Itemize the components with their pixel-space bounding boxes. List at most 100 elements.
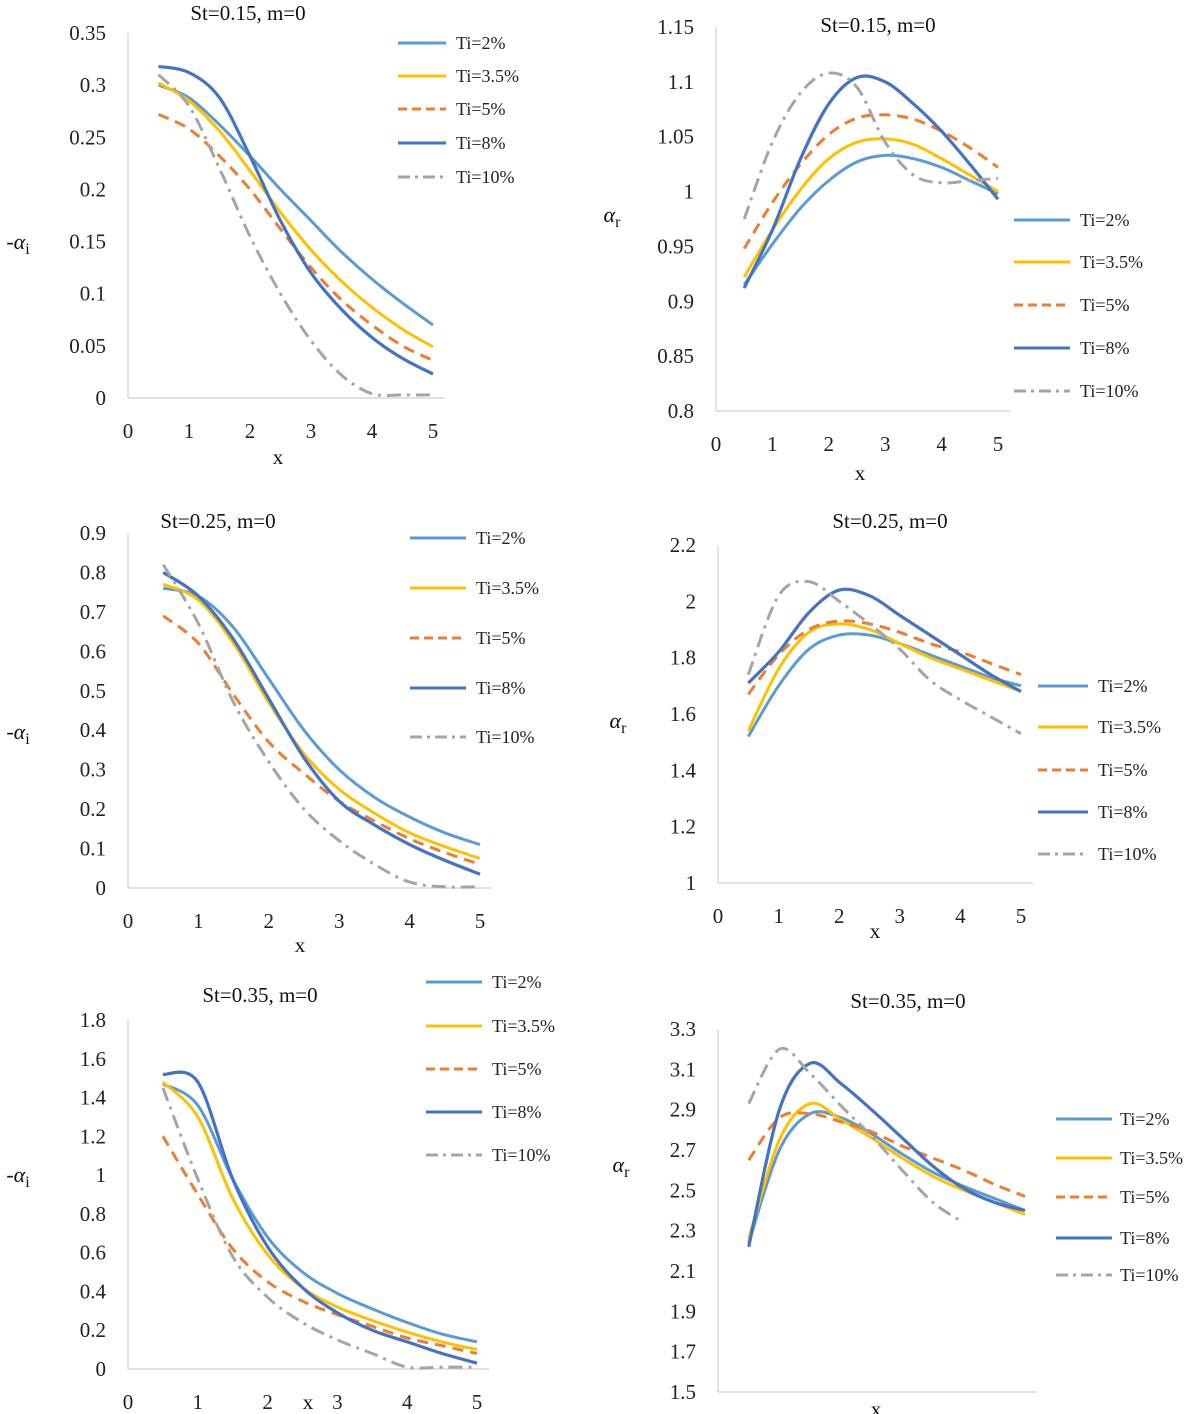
x-axis-label: x xyxy=(295,933,306,957)
chart-panel-5: 0 0.2 0.4 0.6 0.8 1 1.2 1.4 1.6 1.8 0 1 2 3 4 5 St=0.35,… xyxy=(6,972,555,1414)
series-line-ti-8- xyxy=(742,74,1000,289)
series-line-ti-8- xyxy=(158,64,434,376)
y-tick-label: 1.2 xyxy=(80,1124,106,1148)
legend-label: Ti=5% xyxy=(1080,295,1130,315)
legend-label: Ti=5% xyxy=(492,1059,542,1079)
series-line-ti-5- xyxy=(747,619,1022,696)
y-tick-label: 0.5 xyxy=(80,679,106,703)
series-line-ti-10- xyxy=(157,73,434,398)
series-line-ti-2- xyxy=(747,1110,1026,1244)
y-axis-label: -αi xyxy=(6,229,30,258)
legend-label: Ti=8% xyxy=(1098,802,1148,822)
series-line-ti-5- xyxy=(161,1135,478,1355)
y-tick-label: 0.15 xyxy=(69,230,106,254)
series-line-ti-10- xyxy=(747,1046,965,1224)
y-tick-label: 0.95 xyxy=(657,234,694,258)
series-line-ti-3-5- xyxy=(157,81,434,349)
legend-label: Ti=3.5% xyxy=(492,1016,555,1036)
chart-panel-6: 1.51.71.92.12.32.52.72.93.13.3012345St=0… xyxy=(613,989,1183,1414)
legend-label: Ti=2% xyxy=(476,528,526,548)
y-tick-label: 2.1 xyxy=(670,1259,696,1283)
y-tick-label: 0.8 xyxy=(668,399,694,423)
y-tick-label: 0.1 xyxy=(80,282,106,306)
x-tick-label: 0 xyxy=(123,909,134,933)
chart-title: St=0.15, m=0 xyxy=(820,13,935,37)
y-tick-label: 0.8 xyxy=(80,1202,106,1226)
x-tick-label: 3 xyxy=(895,904,906,928)
y-tick-label: 0.85 xyxy=(657,344,694,368)
x-tick-label: 1 xyxy=(193,909,204,933)
series-line-ti-8- xyxy=(747,1061,1026,1248)
y-tick-label: 1.6 xyxy=(670,702,696,726)
y-tick-label: 0.1 xyxy=(80,837,106,861)
chart-title: St=0.35, m=0 xyxy=(202,983,317,1007)
x-tick-label: 4 xyxy=(402,1390,413,1414)
chart-title: St=0.35, m=0 xyxy=(850,989,965,1013)
x-tick-label: 1 xyxy=(767,432,778,456)
x-tick-label: 4 xyxy=(936,432,947,456)
x-tick-label: 1 xyxy=(193,1390,204,1414)
y-tick-label: 1.4 xyxy=(80,1086,107,1110)
y-tick-label: 1.8 xyxy=(670,646,696,670)
series-line-ti-10- xyxy=(161,1087,477,1370)
y-axis-label: -αi xyxy=(6,1162,30,1191)
x-axis-label: x xyxy=(855,461,866,485)
series-line-ti-3-5- xyxy=(162,582,481,860)
legend-label: Ti=5% xyxy=(1098,760,1148,780)
x-tick-label: 3 xyxy=(332,1390,343,1414)
y-tick-label: 0.7 xyxy=(80,600,106,624)
y-tick-label: 0.2 xyxy=(80,177,106,201)
series-line-ti-10- xyxy=(161,563,481,889)
y-tick-label: 2 xyxy=(686,589,697,613)
legend-label: Ti=5% xyxy=(456,99,506,119)
y-tick-label: 2.7 xyxy=(670,1138,696,1162)
y-tick-label: 1.6 xyxy=(80,1047,106,1071)
y-tick-label: 3.3 xyxy=(670,1017,696,1041)
chart-title: St=0.25, m=0 xyxy=(160,509,275,533)
x-tick-label: 0 xyxy=(713,904,724,928)
y-tick-label: 1.8 xyxy=(80,1008,106,1032)
y-tick-label: 0.05 xyxy=(69,334,106,358)
legend-label: Ti=5% xyxy=(1120,1187,1170,1207)
y-tick-label: 1.7 xyxy=(670,1340,696,1364)
y-tick-label: 1.1 xyxy=(668,70,694,94)
x-axis-label: x xyxy=(303,1390,314,1414)
series-line-ti-5- xyxy=(162,614,481,866)
y-tick-label: 1.05 xyxy=(657,125,694,149)
x-tick-label: 4 xyxy=(367,419,378,443)
x-tick-label: 5 xyxy=(1016,904,1027,928)
x-tick-label: 2 xyxy=(262,1390,273,1414)
y-tick-label: 0.35 xyxy=(69,21,106,45)
x-tick-label: 1 xyxy=(773,904,784,928)
x-axis-label: x xyxy=(273,445,284,469)
y-tick-label: 2.9 xyxy=(670,1098,696,1122)
series-line-ti-8- xyxy=(162,1070,478,1365)
y-tick-label: 0.3 xyxy=(80,758,106,782)
series-line-ti-8- xyxy=(162,571,481,876)
x-tick-label: 5 xyxy=(428,419,439,443)
y-tick-label: 1.5 xyxy=(670,1380,696,1404)
x-tick-label: 3 xyxy=(880,432,891,456)
y-tick-label: 0.25 xyxy=(69,125,106,149)
y-tick-label: 0.4 xyxy=(80,718,107,742)
y-tick-label: 0.9 xyxy=(80,521,106,545)
legend-label: Ti=3.5% xyxy=(1120,1148,1183,1168)
legend-label: Ti=8% xyxy=(492,1102,542,1122)
y-tick-label: 0.3 xyxy=(80,73,106,97)
series-line-ti-2- xyxy=(162,1082,478,1344)
legend-label: Ti=8% xyxy=(476,678,526,698)
chart-panel-4: 11.21.41.61.822.20 1 2 3 4 5St=0.25, m=0xαrTi… xyxy=(610,509,1161,943)
y-tick-label: 0.8 xyxy=(80,560,106,584)
legend-label: Ti=2% xyxy=(1120,1109,1170,1129)
series-line-ti-2- xyxy=(162,586,481,847)
legend-label: Ti=8% xyxy=(1080,338,1130,358)
legend-label: Ti=3.5% xyxy=(476,578,539,598)
y-tick-label: 1 xyxy=(684,180,695,204)
legend-label: Ti=3.5% xyxy=(456,66,519,86)
legend-label: Ti=10% xyxy=(456,167,515,187)
series-line-ti-5- xyxy=(747,1111,1026,1198)
legend-label: Ti=2% xyxy=(1080,210,1130,230)
x-axis-label: x xyxy=(870,919,881,943)
y-tick-label: 0 xyxy=(96,876,107,900)
y-tick-label: 0.4 xyxy=(80,1279,107,1303)
